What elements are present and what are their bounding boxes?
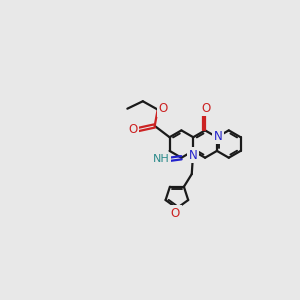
Text: NH: NH bbox=[153, 154, 169, 164]
Text: O: O bbox=[201, 102, 210, 115]
Text: O: O bbox=[128, 123, 138, 136]
Text: N: N bbox=[214, 130, 223, 142]
Text: N: N bbox=[189, 148, 198, 162]
Text: O: O bbox=[158, 102, 168, 115]
Text: O: O bbox=[171, 207, 180, 220]
